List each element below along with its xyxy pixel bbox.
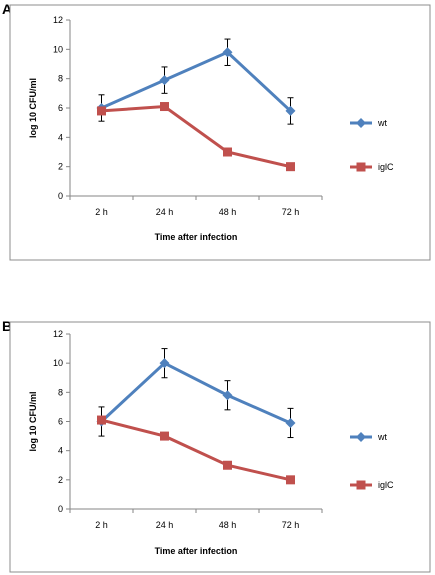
x-axis-title: Time after infection: [155, 546, 238, 556]
data-point-wt: [285, 417, 296, 428]
legend-marker-wt: [356, 118, 366, 128]
y-tick-label: 0: [58, 191, 63, 201]
panel-a-label: A: [2, 1, 13, 17]
chart-frame: [9, 321, 431, 573]
chart-panel-a: 0 2 4 6 8 10 12 2 h 24 h 48 h 72 h Time after infec…: [9, 4, 431, 261]
x-tick-label: 24 h: [156, 207, 174, 217]
series-line-wt: [100, 361, 292, 425]
y-tick-label: 0: [58, 504, 63, 514]
chart-panel-b: 0 2 4 6 8 10 12 2 h 24 h 48 h 72 h Time after infec…: [9, 321, 431, 573]
series-line-iglC: [101, 104, 291, 169]
x-tick-label: 72 h: [282, 207, 300, 217]
legend-label-wt: wt: [377, 432, 387, 442]
y-tick-label: 6: [58, 103, 63, 113]
y-tick-label: 12: [53, 15, 63, 25]
y-axis-title: log 10 CFU/ml: [28, 391, 38, 451]
y-tick-label: 8: [58, 74, 63, 84]
legend-label-wt: wt: [377, 118, 387, 128]
x-axis-title: Time after infection: [155, 232, 238, 242]
data-point-wt: [159, 75, 170, 86]
legend-marker-iglC: [356, 480, 366, 490]
data-point-iglC: [223, 460, 232, 470]
legend-marker-iglC: [356, 162, 366, 172]
y-tick-label: 2: [58, 475, 63, 485]
y-axis-title: log 10 CFU/ml: [28, 78, 38, 138]
y-tick-label: 4: [58, 446, 63, 456]
x-tick-label: 48 h: [219, 520, 237, 530]
y-tick-label: 12: [53, 329, 63, 339]
legend-marker-wt: [356, 432, 366, 442]
series-line-wt: [100, 50, 292, 113]
y-tick-label: 10: [53, 358, 63, 368]
y-tick-label: 8: [58, 387, 63, 397]
chart-frame: [9, 4, 431, 261]
y-tick-label: 10: [53, 44, 63, 54]
series-line-iglC: [101, 418, 291, 482]
legend-label-iglC: iglC: [378, 480, 394, 490]
data-point-iglC: [97, 106, 106, 116]
data-point-wt: [222, 47, 233, 58]
data-point-wt: [222, 390, 233, 401]
data-point-wt: [285, 105, 296, 116]
data-point-iglC: [160, 102, 169, 112]
x-tick-label: 48 h: [219, 207, 237, 217]
panel-b-label: B: [2, 318, 13, 334]
data-point-iglC: [223, 147, 232, 157]
y-tick-label: 6: [58, 417, 63, 427]
y-tick-label: 4: [58, 132, 63, 142]
y-tick-label: 2: [58, 162, 63, 172]
data-point-iglC: [286, 162, 295, 172]
x-tick-label: 2 h: [95, 520, 108, 530]
data-point-iglC: [160, 431, 169, 441]
legend-label-iglC: iglC: [378, 162, 394, 172]
x-tick-label: 24 h: [156, 520, 174, 530]
x-tick-label: 2 h: [95, 207, 108, 217]
data-point-iglC: [286, 475, 295, 485]
data-point-wt: [159, 358, 170, 369]
data-point-iglC: [97, 415, 106, 425]
x-tick-label: 72 h: [282, 520, 300, 530]
